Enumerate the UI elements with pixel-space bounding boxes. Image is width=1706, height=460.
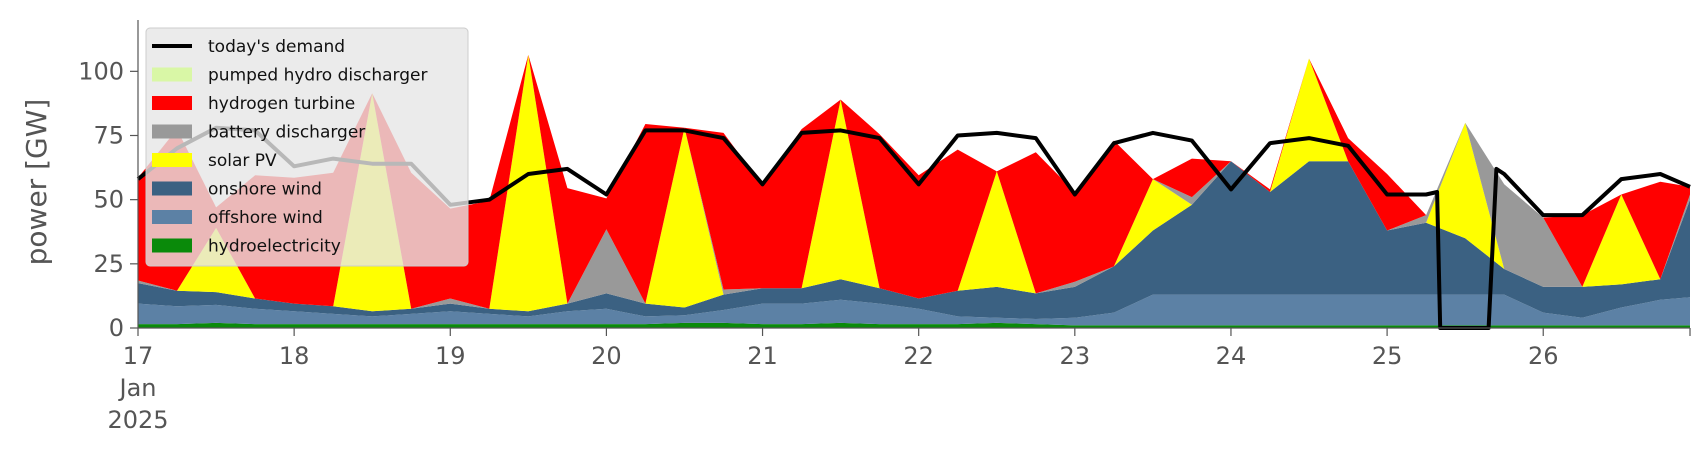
x-tick-label: 24 [1216, 342, 1247, 370]
x-tick-label: 26 [1528, 342, 1559, 370]
legend-label-battery-discharger: battery discharger [208, 123, 365, 143]
legend-label-solar-pv: solar PV [208, 151, 277, 171]
legend-swatch-battery-discharger [152, 124, 192, 139]
x-tick-label: 23 [1060, 342, 1091, 370]
x-tick-label: 21 [747, 342, 778, 370]
legend-label-offshore-wind: offshore wind [208, 208, 323, 228]
area-hydroelectricity [138, 322, 1690, 328]
legend-label-hydrogen-turbine: hydrogen turbine [208, 94, 355, 114]
y-tick-label: 100 [78, 57, 124, 85]
x-tick-label: 17 Jan 2025 [107, 342, 168, 434]
area-offshore-wind [138, 294, 1690, 326]
x-tick-label: 20 [591, 342, 622, 370]
x-tick-label: 18 [279, 342, 310, 370]
area-onshore-wind [138, 161, 1690, 319]
legend-label-hydroelectricity: hydroelectricity [208, 237, 341, 257]
legend-swatch-solar-pv [152, 153, 192, 167]
legend-box [145, 27, 469, 267]
legend-label-pumped-hydro-discharger: pumped hydro discharger [208, 66, 427, 86]
y-tick-label: 25 [93, 250, 124, 278]
area-solar-pv [138, 54, 1690, 312]
y-tick-label: 0 [109, 314, 124, 342]
legend-swatch-onshore-wind [152, 181, 192, 196]
legend-swatch-pumped-hydro-discharger [152, 67, 192, 82]
x-tick-label: 19 [435, 342, 466, 370]
y-axis-label: power [GW] [20, 99, 53, 266]
legend: today's demand pumped hydro discharger hyd… [145, 27, 469, 267]
x-tick-label: 25 [1372, 342, 1403, 370]
axes: 0 25 50 75 100 17 Jan 2025 18 19 20 21 22 23 24 25 26 pow… [20, 20, 1691, 434]
y-tick-label: 50 [93, 186, 124, 214]
legend-label-onshore-wind: onshore wind [208, 180, 322, 200]
legend-label-today-s-demand: today's demand [208, 37, 345, 57]
y-tick-label: 75 [93, 122, 124, 150]
legend-swatch-offshore-wind [152, 210, 192, 224]
x-tick-label: 22 [903, 342, 934, 370]
legend-swatch-hydrogen-turbine [152, 96, 192, 110]
legend-swatch-hydroelectricity [152, 238, 192, 253]
